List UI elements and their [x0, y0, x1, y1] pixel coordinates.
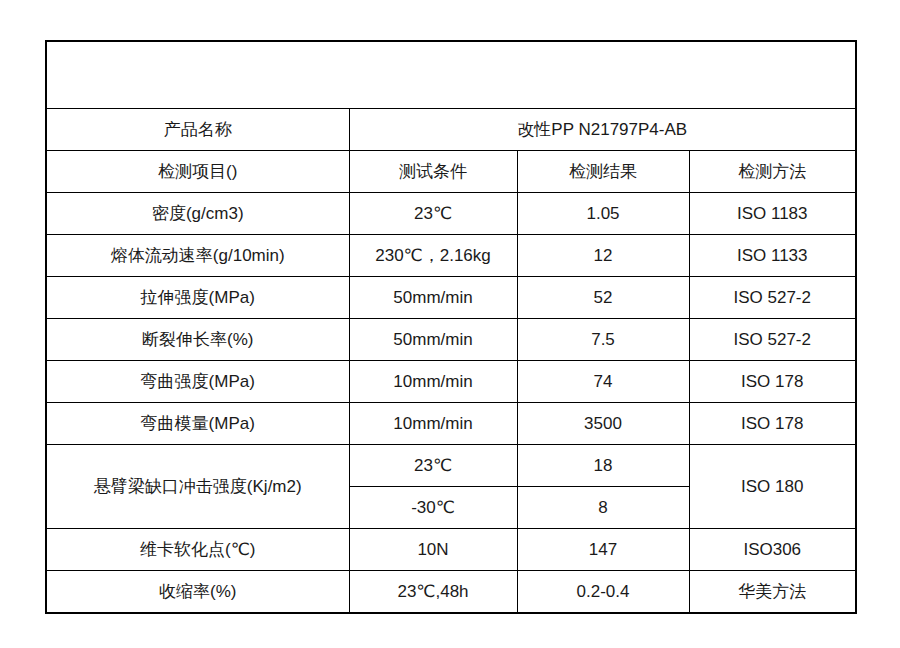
table-row: 收缩率(%) 23℃,48h 0.2-0.4 华美方法: [46, 571, 856, 614]
product-value: 改性PP N21797P4-AB: [349, 109, 856, 151]
test-result-cell: 74: [517, 361, 689, 403]
table-title: 物性表: [46, 41, 856, 109]
property-name-cell: 弯曲强度(MPa): [46, 361, 349, 403]
test-result-cell: 18: [517, 445, 689, 487]
test-condition-cell: 23℃: [349, 193, 517, 235]
test-method-cell: ISO 527-2: [689, 277, 856, 319]
test-method-cell: ISO 180: [689, 445, 856, 529]
test-condition-cell: 10mm/min: [349, 403, 517, 445]
test-result-cell: 3500: [517, 403, 689, 445]
property-name-cell: 悬臂梁缺口冲击强度(Kj/m2): [46, 445, 349, 529]
table-row: 断裂伸长率(%) 50mm/min 7.5 ISO 527-2: [46, 319, 856, 361]
test-condition-cell: 50mm/min: [349, 277, 517, 319]
property-name-cell: 熔体流动速率(g/10min): [46, 235, 349, 277]
property-name-cell: 断裂伸长率(%): [46, 319, 349, 361]
table-row: 弯曲模量(MPa) 10mm/min 3500 ISO 178: [46, 403, 856, 445]
page: 物性表 产品名称 改性PP N21797P4-AB 检测项目() 测试条件 检测…: [0, 0, 900, 648]
test-condition-cell: 230℃，2.16kg: [349, 235, 517, 277]
property-name-cell: 拉伸强度(MPa): [46, 277, 349, 319]
product-label: 产品名称: [46, 109, 349, 151]
property-name-cell: 收缩率(%): [46, 571, 349, 614]
test-result-cell: 52: [517, 277, 689, 319]
test-result-cell: 12: [517, 235, 689, 277]
product-row: 产品名称 改性PP N21797P4-AB: [46, 109, 856, 151]
header-row: 检测项目() 测试条件 检测结果 检测方法: [46, 151, 856, 193]
property-name-cell: 弯曲模量(MPa): [46, 403, 349, 445]
table-row: 维卡软化点(℃) 10N 147 ISO306: [46, 529, 856, 571]
physical-properties-table: 物性表 产品名称 改性PP N21797P4-AB 检测项目() 测试条件 检测…: [45, 40, 857, 614]
header-item: 检测项目(): [46, 151, 349, 193]
test-condition-cell: 23℃,48h: [349, 571, 517, 614]
test-method-cell: ISO 178: [689, 403, 856, 445]
property-name-cell: 密度(g/cm3): [46, 193, 349, 235]
test-result-cell: 0.2-0.4: [517, 571, 689, 614]
test-method-cell: 华美方法: [689, 571, 856, 614]
test-condition-cell: 50mm/min: [349, 319, 517, 361]
table-row: 熔体流动速率(g/10min) 230℃，2.16kg 12 ISO 1133: [46, 235, 856, 277]
test-method-cell: ISO 1133: [689, 235, 856, 277]
test-method-cell: ISO306: [689, 529, 856, 571]
header-condition: 测试条件: [349, 151, 517, 193]
test-condition-cell: -30℃: [349, 487, 517, 529]
test-result-cell: 147: [517, 529, 689, 571]
test-condition-cell: 23℃: [349, 445, 517, 487]
property-name-cell: 维卡软化点(℃): [46, 529, 349, 571]
test-method-cell: ISO 527-2: [689, 319, 856, 361]
test-condition-cell: 10N: [349, 529, 517, 571]
test-result-cell: 7.5: [517, 319, 689, 361]
header-method: 检测方法: [689, 151, 856, 193]
test-method-cell: ISO 178: [689, 361, 856, 403]
table-row: 拉伸强度(MPa) 50mm/min 52 ISO 527-2: [46, 277, 856, 319]
header-result: 检测结果: [517, 151, 689, 193]
test-result-cell: 1.05: [517, 193, 689, 235]
test-method-cell: ISO 1183: [689, 193, 856, 235]
title-row: 物性表: [46, 41, 856, 109]
table-row: 密度(g/cm3) 23℃ 1.05 ISO 1183: [46, 193, 856, 235]
table-row: 弯曲强度(MPa) 10mm/min 74 ISO 178: [46, 361, 856, 403]
test-result-cell: 8: [517, 487, 689, 529]
table-row-impact: 悬臂梁缺口冲击强度(Kj/m2) 23℃ 18 ISO 180: [46, 445, 856, 487]
test-condition-cell: 10mm/min: [349, 361, 517, 403]
